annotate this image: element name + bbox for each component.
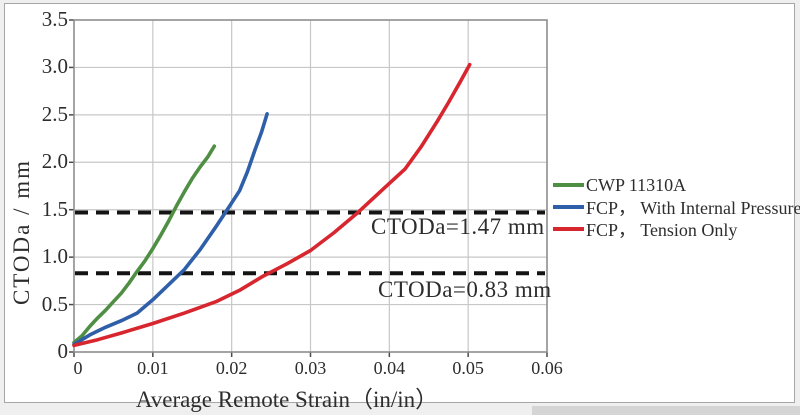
legend-item-fcp-tension-only: FCP， Tension Only [553, 218, 800, 240]
x-tick-label: 0.01 [137, 358, 169, 378]
legend-item-fcp-with-internal-pressure: FCP， With Internal Pressure [553, 196, 800, 218]
legend-line-swatch [553, 205, 584, 209]
legend-line-swatch [553, 183, 584, 187]
x-tick-label: 0 [73, 358, 83, 378]
x-tick-label: 0.02 [215, 358, 248, 378]
legend: CWP 11310A FCP， With Internal Pressure FCP… [553, 174, 800, 240]
y-tick-label: 0 [57, 339, 69, 363]
y-tick-label: 1.0 [41, 244, 68, 269]
x-tick-label: 0.05 [452, 358, 484, 378]
x-axis-title: Average Remote Strain（in/in） [135, 387, 439, 412]
series-line-cwp-11310a [72, 144, 217, 345]
y-tick-label: 3.5 [41, 7, 68, 31]
legend-label: FCP， Tension Only [586, 220, 738, 240]
page-edge-fragment [532, 406, 800, 415]
y-tick-label: 2.5 [41, 101, 68, 126]
figure-frame [4, 3, 795, 403]
legend-item-cwp-11310a: CWP 11310A [553, 174, 800, 196]
series-line-fcp-with-internal-pressure [72, 112, 269, 347]
y-tick-label: 0.5 [41, 291, 68, 316]
y-tick-label: 1.5 [41, 196, 68, 221]
y-tick-label: 2.0 [41, 149, 68, 174]
legend-line-swatch [553, 227, 584, 231]
reference-annotation-0.83mm: CTODa=0.83 mm [378, 277, 552, 302]
series-line-fcp-tension-only [72, 62, 472, 348]
legend-label: FCP， With Internal Pressure [586, 198, 800, 218]
plot-border [73, 19, 548, 353]
legend-label: CWP 11310A [586, 174, 687, 195]
y-tick-label: 3.0 [41, 54, 68, 79]
reference-annotation-1.47mm: CTODa=1.47 mm [371, 214, 545, 239]
x-tick-label: 0.06 [531, 358, 563, 378]
x-tick-label: 0.03 [294, 358, 327, 378]
x-tick-label: 0.04 [373, 358, 406, 378]
